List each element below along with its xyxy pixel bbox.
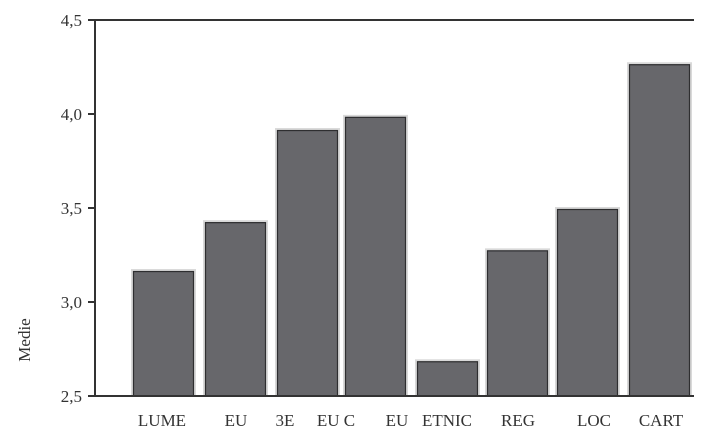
- bars-group: [131, 62, 692, 398]
- bar-eu-etnic: [415, 359, 480, 397]
- x-category-label: ETNIC: [422, 411, 472, 430]
- bar-3e: [275, 128, 340, 397]
- y-axis-title: Medie: [15, 318, 34, 361]
- bar-eu: [203, 220, 268, 397]
- x-category-label: LOC: [577, 411, 611, 430]
- x-category-label: LUME: [138, 411, 186, 430]
- x-category-label: EU: [386, 411, 409, 430]
- x-category-label: EU C: [317, 411, 355, 430]
- x-category-label: EU: [225, 411, 248, 430]
- y-tick-label: 3,5: [61, 199, 82, 218]
- x-category-label: REG: [501, 411, 535, 430]
- y-axis-ticks: 2,5 3,0 3,5 4,0 4,5: [61, 11, 95, 406]
- x-category-label: 3E: [276, 411, 295, 430]
- bar-reg: [485, 248, 550, 397]
- y-tick-label: 3,0: [61, 293, 82, 312]
- y-tick-label: 4,5: [61, 11, 82, 30]
- y-tick-label: 4,0: [61, 105, 82, 124]
- bar-cart: [627, 62, 692, 398]
- bar-eu-c: [343, 114, 408, 397]
- x-category-label: CART: [639, 411, 684, 430]
- bar-loc: [555, 207, 620, 397]
- y-tick-label: 2,5: [61, 387, 82, 406]
- bar-lume: [131, 269, 196, 398]
- x-axis-labels: LUME EU 3E EU C EU ETNIC REG LOC CART: [138, 411, 684, 430]
